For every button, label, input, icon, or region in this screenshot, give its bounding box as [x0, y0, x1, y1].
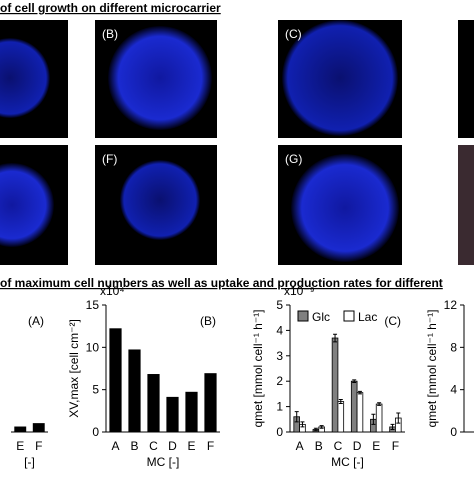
error-bar — [396, 412, 401, 424]
x-tick-label: D — [353, 439, 362, 453]
micrograph — [0, 145, 68, 265]
y-tick-label: 4 — [450, 383, 457, 397]
micrograph — [458, 20, 474, 138]
x-tick-label: A — [296, 439, 304, 453]
axis-multiplier: x10⁴ — [100, 284, 125, 298]
x-axis-label: MC [-] — [147, 455, 180, 469]
y-axis-label: qmet [mmol cell⁻¹ h⁻¹] — [251, 309, 265, 427]
error-bar — [357, 390, 362, 395]
legend-swatch — [297, 310, 309, 322]
bar — [147, 374, 160, 433]
x-tick-label: F — [392, 439, 399, 453]
micrograph: (F) — [95, 145, 217, 265]
error-bar — [390, 423, 395, 430]
panel-label: (B) — [200, 314, 216, 328]
x-tick-label: A — [111, 439, 119, 453]
error-bar — [338, 398, 343, 405]
x-tick-label: E — [187, 439, 195, 453]
bar — [109, 328, 122, 433]
legend-label: Lac — [358, 310, 377, 324]
x-tick-label: D — [168, 439, 177, 453]
error-bar — [313, 427, 318, 432]
error-bar — [300, 421, 305, 428]
bar — [337, 401, 345, 433]
x-tick-label: E — [372, 439, 380, 453]
micrograph: (G) — [278, 145, 402, 265]
y-tick-label: 4 — [276, 323, 283, 337]
legend-swatch — [343, 310, 355, 322]
y-tick-label: 8 — [450, 340, 457, 354]
y-tick-label: 0 — [450, 425, 457, 439]
panel-label: (G) — [285, 152, 302, 166]
y-tick-label: 0 — [92, 425, 99, 439]
section-heading: of cell growth on different microcarrier — [0, 1, 221, 15]
y-tick-label: 1 — [276, 400, 283, 414]
y-tick-label: 5 — [276, 298, 283, 312]
bar — [204, 373, 217, 433]
panel-label: (C) — [285, 27, 302, 41]
micrograph: (B) — [95, 20, 217, 138]
x-tick-label: F — [207, 439, 214, 453]
y-tick-label: 5 — [92, 383, 99, 397]
bar — [32, 423, 45, 433]
x-tick-label: F — [35, 439, 42, 453]
y-tick-label: 15 — [86, 298, 100, 312]
axis-multiplier: x10⁻⁹ — [284, 284, 315, 298]
y-axis-label: qmet [mmol cell⁻¹ h⁻¹] — [425, 309, 439, 427]
y-tick-label: 10 — [86, 340, 100, 354]
bar — [166, 396, 179, 433]
bar — [14, 426, 27, 433]
section-heading: of maximum cell numbers as well as uptak… — [0, 276, 443, 290]
panel-label: (B) — [102, 27, 118, 41]
y-tick-label: 2 — [276, 374, 283, 388]
x-tick-label: C — [334, 439, 343, 453]
micrograph: (C) — [278, 20, 402, 138]
panel-label: (F) — [102, 152, 117, 166]
bar — [185, 391, 198, 433]
bar — [350, 380, 358, 433]
micrograph — [0, 20, 68, 138]
bar — [375, 403, 383, 433]
error-bar — [333, 333, 338, 343]
x-axis-label: [-] — [24, 455, 35, 469]
x-tick-label: B — [315, 439, 323, 453]
error-bar — [377, 402, 382, 406]
panel-label: (C) — [384, 314, 401, 328]
x-tick-label: E — [16, 439, 24, 453]
bar — [356, 392, 364, 433]
error-bar — [352, 379, 357, 383]
error-bar — [371, 413, 376, 425]
micrograph — [458, 145, 474, 265]
y-tick-label: 12 — [444, 298, 458, 312]
error-bar — [294, 411, 299, 423]
x-tick-label: C — [149, 439, 158, 453]
bar — [331, 337, 339, 433]
bar — [128, 349, 141, 433]
error-bar — [319, 425, 324, 429]
x-tick-label: B — [130, 439, 138, 453]
y-axis-label: XV,max [cell cm⁻²] — [67, 319, 81, 418]
y-tick-label: 3 — [276, 349, 283, 363]
legend-label: Glc — [312, 310, 330, 324]
panel-label: (A) — [28, 314, 44, 328]
x-axis-label: MC [-] — [331, 455, 364, 469]
y-tick-label: 0 — [276, 425, 283, 439]
